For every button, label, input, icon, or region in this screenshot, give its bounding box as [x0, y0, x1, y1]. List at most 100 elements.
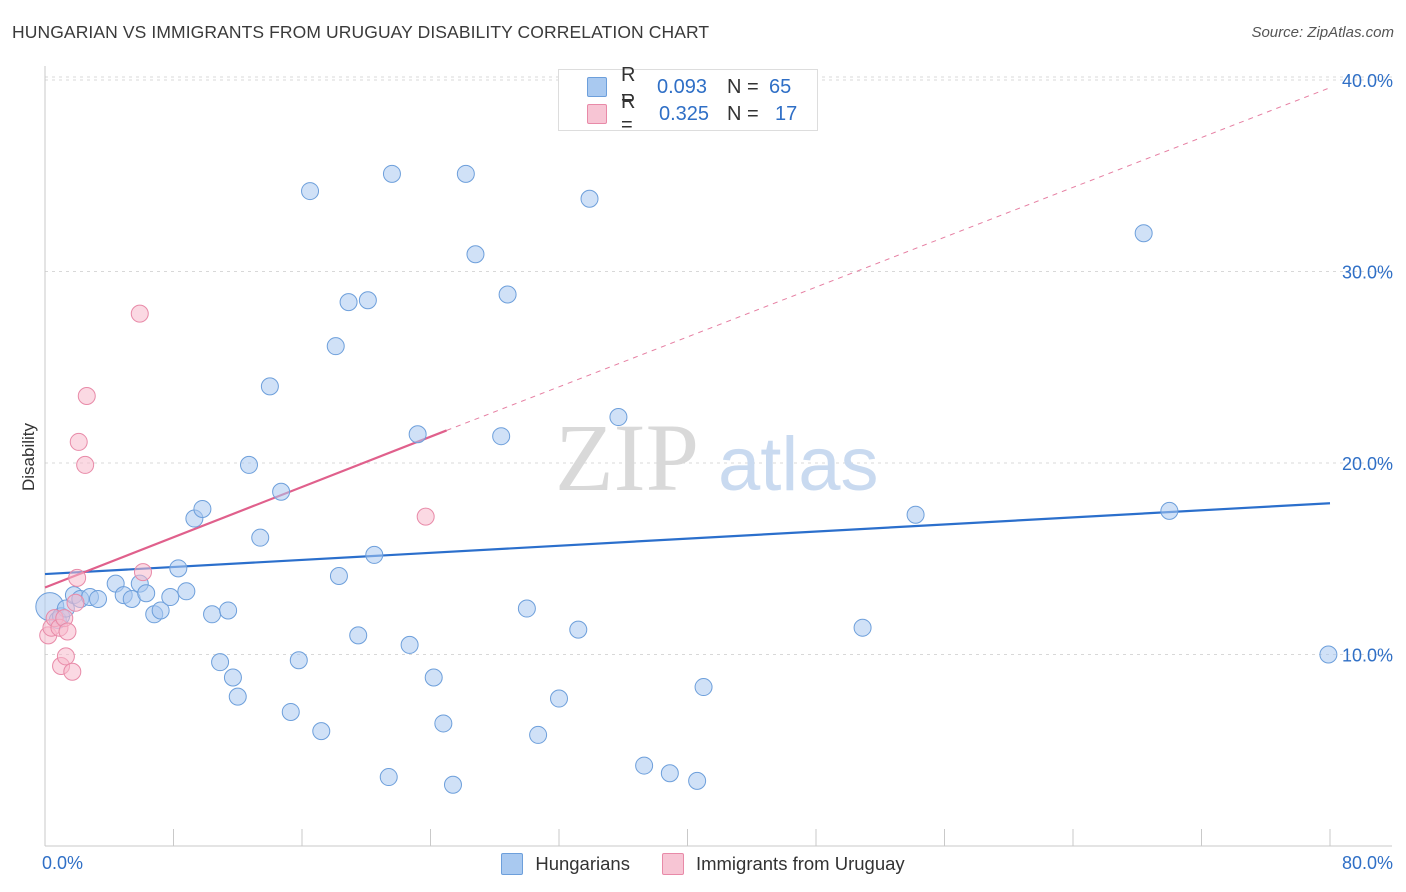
r-label: R = — [621, 91, 636, 136]
y-tick-label: 10.0% — [1342, 646, 1393, 666]
hungarian-point — [228, 687, 247, 706]
hungarian-point — [365, 545, 384, 564]
hungarian-point — [424, 668, 443, 687]
hungarian-point — [498, 285, 517, 304]
hungarian-point — [193, 499, 212, 518]
hungarian-point — [219, 601, 238, 620]
hungarian-point — [635, 756, 654, 775]
r-value: 0.325 — [659, 102, 710, 125]
stats-legend: R = 0.093 N = 65 R = 0.325 N = 17 — [558, 64, 818, 136]
uruguay-point — [416, 507, 435, 526]
hungarian-point — [550, 689, 568, 708]
hungarian-point — [89, 589, 108, 608]
hungarian-point — [688, 771, 707, 790]
hungarians-swatch — [587, 77, 607, 97]
hungarian-point — [580, 189, 599, 208]
hungarians-swatch — [501, 853, 524, 875]
hungarian-point — [379, 768, 398, 787]
hungarians-trend-line — [44, 502, 1331, 576]
uruguay-point — [63, 662, 82, 681]
source-credit: Source: ZipAtlas.com — [1251, 24, 1394, 41]
y-tick-label: 20.0% — [1342, 454, 1393, 474]
uruguay-point — [58, 622, 77, 641]
hungarian-point — [358, 291, 377, 310]
hungarian-point — [1319, 645, 1338, 664]
uruguay-swatch — [587, 104, 607, 124]
hungarian-point — [1160, 501, 1179, 520]
uruguay-point — [66, 593, 85, 612]
uruguay-point — [68, 568, 87, 587]
gridlines — [45, 76, 1392, 655]
legend-item-uruguay[interactable]: Immigrants from Uruguay — [661, 853, 905, 875]
hungarian-point — [1134, 224, 1153, 243]
hungarian-point — [434, 714, 453, 733]
y-tick-label: 40.0% — [1342, 71, 1393, 91]
n-label: N = — [727, 75, 759, 98]
watermark-atlas: atlas — [718, 422, 879, 507]
hungarian-point — [906, 505, 925, 524]
r-value: 0.093 — [657, 75, 708, 98]
hungarian-point — [251, 528, 270, 547]
uruguay-point — [56, 647, 75, 666]
hungarian-point — [223, 668, 242, 687]
hungarian-point — [289, 651, 308, 670]
hungarian-point — [281, 702, 300, 721]
hungarian-point — [853, 618, 872, 637]
hungarian-point — [609, 408, 628, 427]
n-value: 17 — [775, 102, 798, 125]
hungarian-point — [151, 601, 170, 620]
trend-lines — [44, 87, 1331, 589]
x-tick-label: 80.0% — [1342, 853, 1393, 873]
hungarian-point — [260, 377, 279, 396]
uruguay-trend-line-extended — [446, 87, 1331, 431]
stats-row-uruguay: R = 0.325 N = 17 — [559, 91, 798, 136]
hungarian-point — [529, 725, 548, 744]
r-label: R = — [621, 64, 636, 109]
hungarian-point — [239, 455, 258, 474]
chart-title: HUNGARIAN VS IMMIGRANTS FROM URUGUAY DIS… — [12, 22, 710, 42]
legend-label: Immigrants from Uruguay — [695, 853, 905, 874]
hungarian-point — [492, 427, 511, 446]
hungarian-point — [400, 635, 419, 654]
hungarian-point — [569, 620, 588, 639]
hungarian-point — [517, 599, 536, 618]
tick-labels: 10.0% 20.0% 30.0% 40.0% 0.0% 80.0% — [42, 71, 1393, 873]
legend-label: Hungarians — [535, 853, 630, 874]
hungarian-point — [660, 764, 679, 783]
hungarian-point — [329, 566, 348, 585]
watermark-zip: ZIP — [555, 404, 699, 511]
stats-row-hungarians: R = 0.093 N = 65 — [559, 64, 792, 109]
hungarian-point — [301, 182, 320, 201]
hungarian-point — [169, 559, 188, 578]
hungarian-point — [272, 482, 291, 501]
uruguay-point — [77, 386, 96, 405]
hungarian-point — [408, 425, 427, 444]
uruguay-point — [133, 563, 152, 582]
hungarian-point — [203, 605, 222, 624]
uruguay-point — [130, 304, 149, 323]
uruguay-point — [76, 455, 95, 474]
uruguay-points — [39, 304, 435, 681]
uruguay-point — [69, 432, 88, 451]
hungarian-point — [349, 626, 368, 645]
hungarian-point — [326, 337, 345, 356]
axes — [44, 66, 1392, 847]
hungarian-point — [177, 582, 196, 601]
series-legend: Hungarians Immigrants from Uruguay — [0, 850, 1406, 878]
uruguay-swatch — [661, 853, 684, 875]
hungarian-point — [382, 164, 401, 183]
hungarian-point — [161, 588, 180, 607]
y-axis-label: Disability — [19, 422, 38, 491]
hungarian-point — [694, 678, 713, 697]
x-tick-label: 0.0% — [42, 853, 83, 873]
legend-item-hungarians[interactable]: Hungarians — [501, 853, 630, 875]
n-value: 65 — [769, 75, 792, 98]
n-label: N = — [727, 102, 759, 125]
hungarian-point — [456, 164, 475, 183]
uruguay-trend-line — [44, 429, 447, 589]
hungarian-point — [312, 722, 331, 741]
hungarian-point — [466, 245, 485, 264]
watermark: ZIP atlas — [555, 404, 879, 511]
y-tick-label: 30.0% — [1342, 263, 1393, 283]
